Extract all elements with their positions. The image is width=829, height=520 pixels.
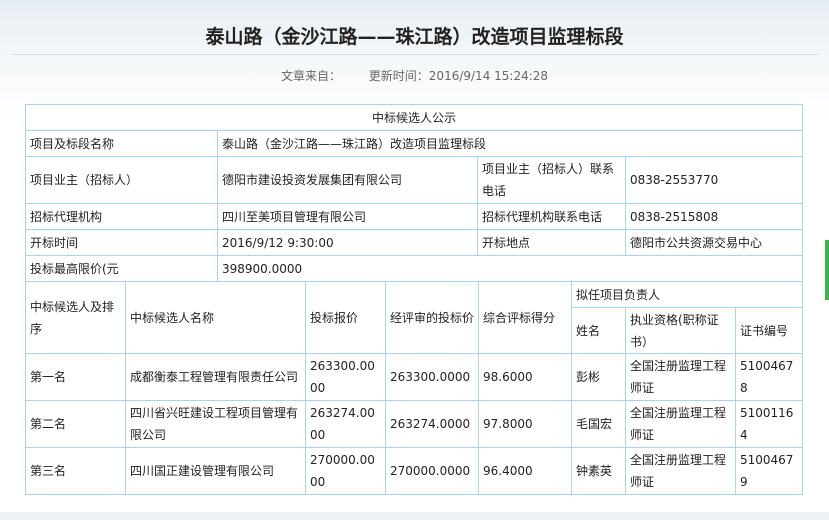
header-rank: 中标候选人及排序 <box>25 281 126 354</box>
cell-label: 开标时间 <box>25 229 218 256</box>
cell-score: 96.4000 <box>478 447 572 495</box>
header-qual: 执业资格(职称证书） <box>625 307 736 354</box>
header-row: 姓名 执业资格(职称证书） 证书编号 <box>26 307 804 354</box>
header-name: 中标候选人名称 <box>125 281 306 354</box>
cell-label: 招标代理机构联系电话 <box>477 203 626 230</box>
table-heading: 中标候选人公示 <box>24 104 804 131</box>
header-row: 中标候选人及排序 中标候选人名称 投标报价 经评审的投标价 综合评标得分 拟任项… <box>25 281 804 354</box>
cell-label: 投标最高限价(元 <box>25 255 218 282</box>
article-meta: 文章来自： 更新时间：2016/9/14 15:24:28 <box>0 67 829 84</box>
cell-value: 0838-2553770 <box>624 156 804 204</box>
cell-value: 德阳市公共资源交易中心 <box>624 229 804 256</box>
header-score: 综合评标得分 <box>478 281 572 354</box>
header-cert: 证书编号 <box>734 307 804 354</box>
cell-label: 招标代理机构 <box>25 203 218 230</box>
cell-label: 项目业主（招标人）联系电话 <box>477 156 626 204</box>
candidate-row: 第二名 四川省兴旺建设工程项目管理有限公司 263274.0000 263274.00… <box>25 400 804 448</box>
header-reviewed: 经评审的投标价 <box>385 281 479 354</box>
cell-qual: 全国注册监理工程师证 <box>625 400 736 448</box>
cell-cert: 51001164 <box>734 400 804 448</box>
cell-bid: 263274.0000 <box>305 400 386 448</box>
cell-bid: 263300.0000 <box>305 353 386 401</box>
cell-qual: 全国注册监理工程师证 <box>625 353 736 401</box>
table-row: 项目及标段名称 泰山路（金沙江路——珠江路）改造项目监理标段 <box>25 130 804 157</box>
header-manager: 拟任项目负责人 <box>570 281 804 308</box>
cell-person: 彭彬 <box>571 353 626 401</box>
header-person: 姓名 <box>571 307 626 354</box>
cell-reviewed: 263274.0000 <box>385 400 479 448</box>
cell-name: 四川省兴旺建设工程项目管理有限公司 <box>125 400 306 448</box>
cell-rank: 第二名 <box>25 400 126 448</box>
divider <box>12 54 818 55</box>
cell-bid: 270000.0000 <box>305 447 386 495</box>
cell-value: 四川至美项目管理有限公司 <box>217 203 478 230</box>
cell-qual: 全国注册监理工程师证 <box>625 447 736 495</box>
cell-person: 毛国宏 <box>571 400 626 448</box>
cell-score: 97.8000 <box>478 400 572 448</box>
cell-reviewed: 270000.0000 <box>385 447 479 495</box>
cell-cert: 51004678 <box>734 353 804 401</box>
cell-label: 项目及标段名称 <box>25 130 218 157</box>
footer-strip <box>0 512 829 520</box>
cell-value: 0838-2515808 <box>624 203 804 230</box>
candidates-table: 中标候选人及排序 中标候选人名称 投标报价 经评审的投标价 综合评标得分 拟任项… <box>25 281 804 495</box>
cell-score: 98.6000 <box>478 353 572 401</box>
header-bid: 投标报价 <box>305 281 386 354</box>
cell-cert: 51004679 <box>734 447 804 495</box>
cell-value: 泰山路（金沙江路——珠江路）改造项目监理标段 <box>216 130 804 157</box>
table-row: 开标时间 2016/9/12 9:30:00 开标地点 德阳市公共资源交易中心 <box>25 229 804 256</box>
table-row: 投标最高限价(元 398900.0000 <box>25 255 804 282</box>
candidate-row: 第一名 成都衡泰工程管理有限责任公司 263300.0000 263300.0000 9… <box>25 353 804 401</box>
cell-name: 四川国正建设管理有限公司 <box>125 447 306 495</box>
cell-label: 项目业主（招标人） <box>25 156 218 204</box>
candidate-row: 第三名 四川国正建设管理有限公司 270000.0000 270000.0000 96.… <box>25 447 804 495</box>
updated-time: 更新时间：2016/9/14 15:24:28 <box>368 69 549 83</box>
table-row: 招标代理机构 四川至美项目管理有限公司 招标代理机构联系电话 0838-2515… <box>25 203 804 230</box>
source-label: 文章来自： <box>280 69 341 83</box>
article-title: 泰山路（金沙江路——珠江路）改造项目监理标段 <box>205 26 624 48</box>
side-tab[interactable] <box>825 240 829 300</box>
cell-value: 398900.0000 <box>216 255 804 282</box>
info-table: 中标候选人公示 项目及标段名称 泰山路（金沙江路——珠江路）改造项目监理标段 项… <box>24 104 804 282</box>
cell-person: 钟素英 <box>571 447 626 495</box>
cell-rank: 第一名 <box>25 353 126 401</box>
cell-name: 成都衡泰工程管理有限责任公司 <box>125 353 306 401</box>
cell-value: 2016/9/12 9:30:00 <box>217 229 478 256</box>
cell-reviewed: 263300.0000 <box>385 353 479 401</box>
cell-label: 开标地点 <box>477 229 626 256</box>
table-row: 项目业主（招标人） 德阳市建设投资发展集团有限公司 项目业主（招标人）联系电话 … <box>25 156 804 204</box>
cell-rank: 第三名 <box>25 447 126 495</box>
cell-value: 德阳市建设投资发展集团有限公司 <box>217 156 478 204</box>
